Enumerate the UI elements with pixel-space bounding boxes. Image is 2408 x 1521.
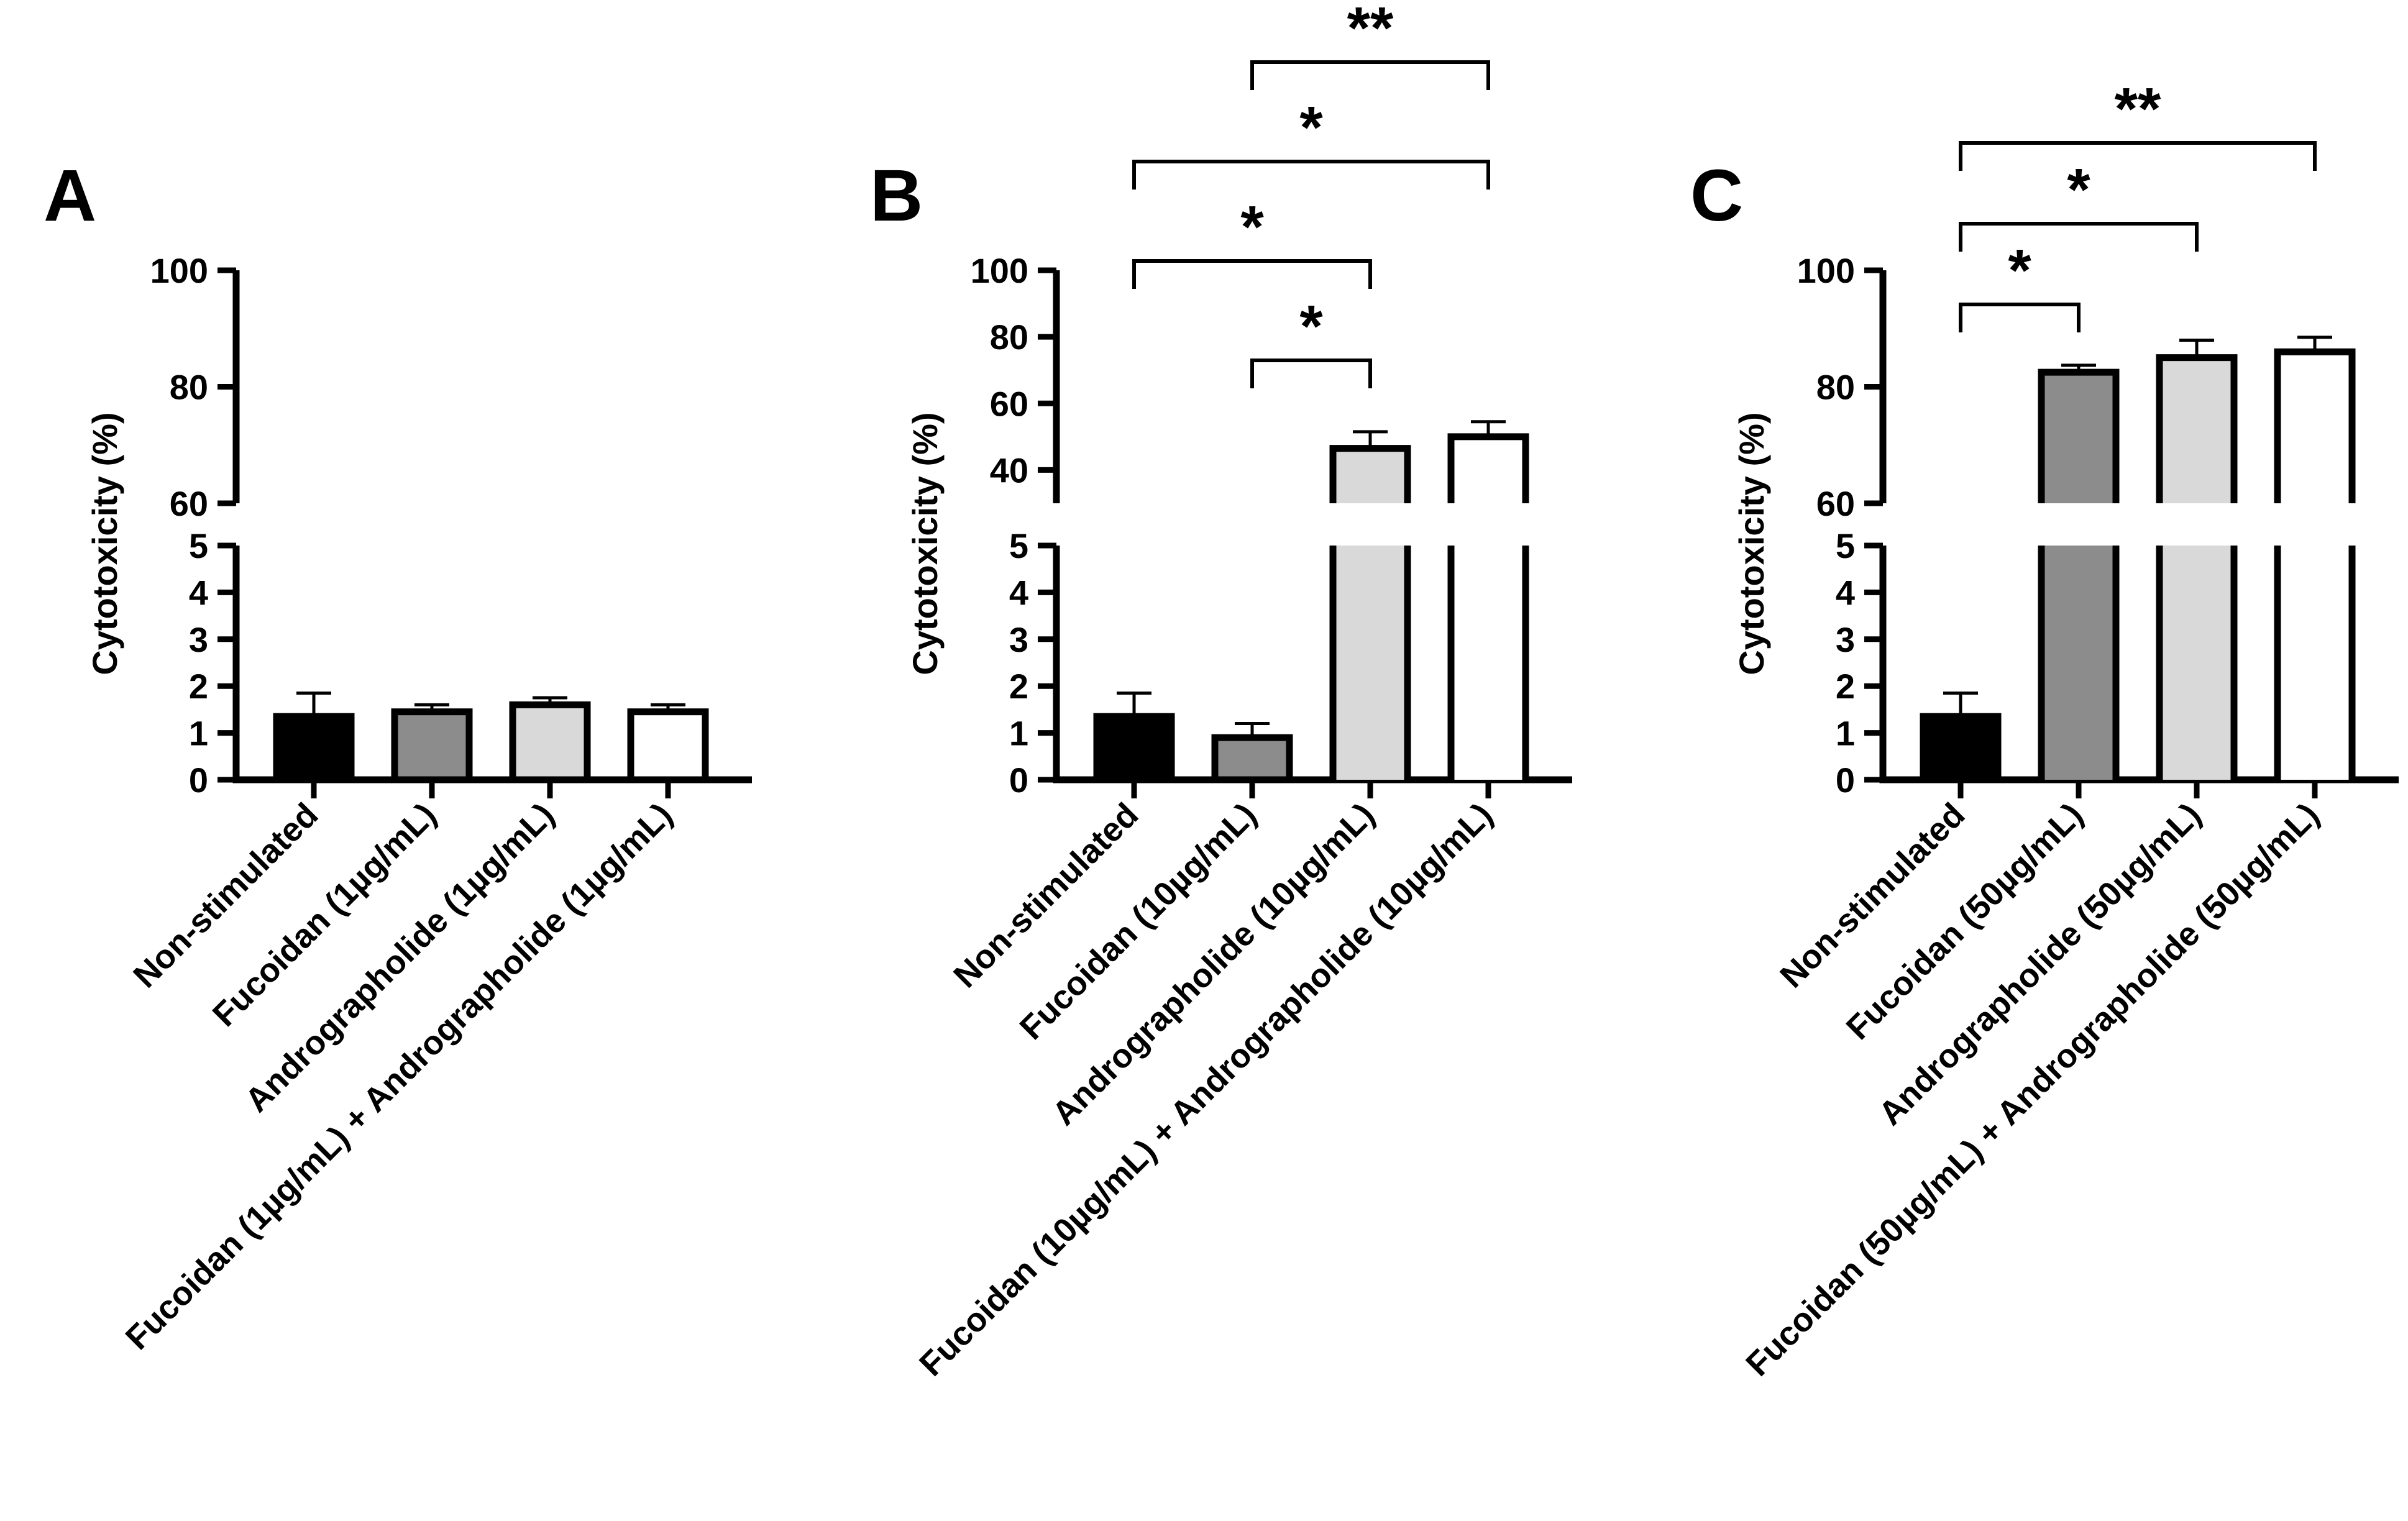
y-tick-label: 0 [1836, 760, 1855, 800]
bar [509, 701, 591, 783]
bar-lower-outline [2274, 546, 2356, 780]
y-tick-label: 4 [1836, 573, 1855, 612]
y-tick-label: 2 [1009, 667, 1028, 706]
significance-marker: * [2008, 237, 2031, 304]
significance-bracket [1250, 60, 1490, 90]
bar-upper-segment [2159, 357, 2234, 503]
bar [1093, 713, 1175, 783]
y-tick-label: 3 [189, 620, 208, 659]
significance-bracket [1132, 160, 1490, 190]
significance-bracket [1959, 222, 2199, 252]
bar-upper-segment [1333, 448, 1408, 503]
y-tick-label: 5 [1836, 526, 1855, 565]
y-tick-label: 40 [990, 450, 1028, 490]
significance-marker: ** [1347, 0, 1394, 62]
bar-upper-segment [2041, 372, 2116, 503]
panel-letter: B [870, 155, 923, 237]
y-axis-label: Cytotoxicity (%) [85, 412, 124, 675]
bar-lower-segment [1333, 546, 1408, 780]
bar [1211, 734, 1293, 783]
y-tick-label: 60 [990, 384, 1028, 423]
y-tick-label: 80 [990, 317, 1028, 357]
y-tick-label: 2 [189, 667, 208, 706]
y-tick-label: 5 [189, 526, 208, 565]
y-tick-label: 60 [1816, 484, 1855, 523]
y-tick-label: 1 [1836, 714, 1855, 753]
significance-marker: * [2067, 157, 2090, 223]
panel-letter: A [43, 155, 96, 237]
y-tick-label: 4 [189, 573, 208, 612]
y-tick-label: 80 [170, 368, 208, 407]
bar-lower-outline [1447, 546, 1529, 780]
y-tick-label: 4 [1009, 573, 1028, 612]
y-tick-label: 60 [170, 484, 208, 523]
y-tick-label: 1 [189, 714, 208, 753]
y-tick-label: 80 [1816, 368, 1855, 407]
y-tick-label: 5 [1009, 526, 1028, 565]
significance-bracket [1959, 141, 2317, 171]
bar-upper-segment [1451, 436, 1526, 503]
panel-letter: C [1690, 155, 1743, 237]
bar-upper-segment [2278, 352, 2352, 503]
y-tick-label: 1 [1009, 714, 1028, 753]
y-tick-label: 100 [150, 251, 208, 290]
significance-bracket [1959, 303, 2081, 332]
y-tick-label: 3 [1009, 620, 1028, 659]
significance-bracket [1132, 259, 1372, 289]
y-tick-label: 2 [1836, 667, 1855, 706]
bar-lower-segment [2278, 546, 2352, 780]
bar [391, 708, 473, 783]
bar [1920, 713, 2002, 783]
bar [627, 708, 709, 783]
y-tick-label: 3 [1836, 620, 1855, 659]
bar-upper-outline [2038, 368, 2120, 503]
y-tick-label: 0 [189, 760, 208, 800]
significance-marker: * [1299, 94, 1323, 161]
y-tick-label: 0 [1009, 760, 1028, 800]
y-tick-label: 100 [971, 251, 1028, 290]
significance-marker: * [1240, 194, 1264, 260]
y-tick-label: 100 [1797, 251, 1855, 290]
bar-lower-segment [2159, 546, 2234, 780]
bar-lower-outline [2038, 546, 2120, 780]
bar-lower-outline [1329, 546, 1411, 780]
bar-lower-outline [2156, 546, 2238, 780]
bar [273, 713, 355, 783]
bar-lower-segment [2041, 546, 2116, 780]
significance-marker: ** [2115, 76, 2161, 142]
significance-marker: * [1299, 293, 1323, 360]
y-axis-label: Cytotoxicity (%) [905, 412, 945, 675]
y-axis-label: Cytotoxicity (%) [1732, 412, 1771, 675]
significance-bracket [1250, 359, 1372, 388]
bar-lower-segment [1451, 546, 1526, 780]
